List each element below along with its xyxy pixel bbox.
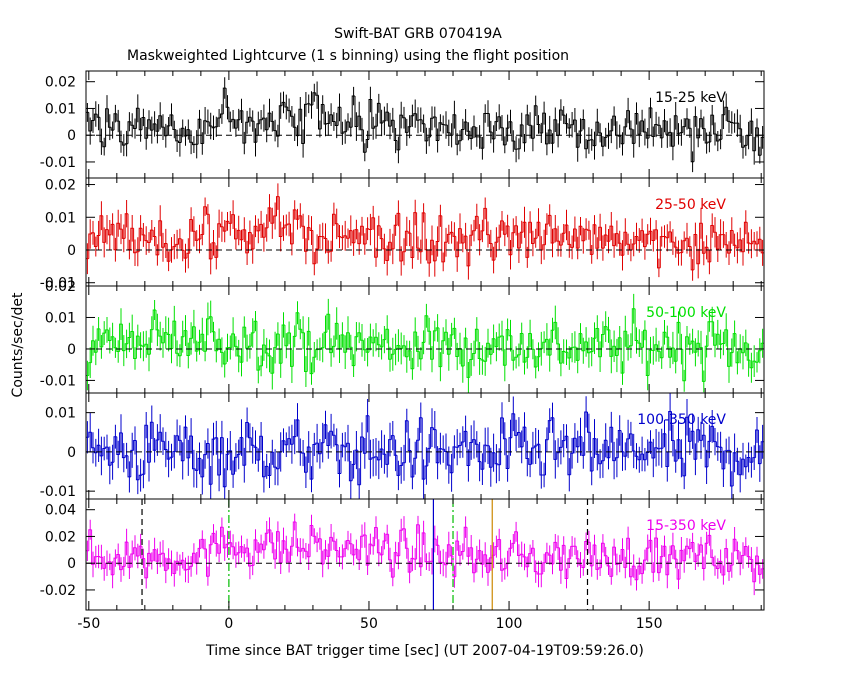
x-tick-label: 100	[496, 616, 523, 632]
x-tick-label: 150	[636, 616, 663, 632]
x-tick-label: 50	[360, 616, 378, 632]
y-tick-label: -0.01	[40, 484, 76, 500]
panel-4: -0.01 0 0.01 100-350 keV	[40, 392, 765, 500]
series-5-label: 15-350 keV	[646, 518, 726, 534]
y-tick-label: 0.02	[45, 178, 76, 194]
panel-2: -0.01 0 0.01 0.02 25-50 keV	[40, 177, 765, 292]
y-tick-label: 0	[67, 556, 76, 572]
series-1-line	[86, 77, 764, 173]
panel-frame	[85, 392, 765, 500]
y-tick-label: 0.01	[45, 101, 76, 117]
series-2-line	[86, 183, 764, 281]
y-tick-label: 0.01	[45, 210, 76, 226]
y-tick-label: -0.01	[40, 373, 76, 389]
y-tick-label: 0.02	[45, 75, 76, 91]
y-tick-label: 0.01	[45, 310, 76, 326]
panel-1: -0.01 0 0.01 0.02 15-25 keV	[40, 70, 765, 179]
y-axis-label: Counts/sec/det	[10, 292, 26, 397]
y-tick-label: -0.01	[40, 276, 76, 292]
x-axis-label: Time since BAT trigger time [sec] (UT 20…	[205, 643, 644, 659]
x-tick-label: -50	[77, 616, 100, 632]
y-tick-label: 0	[67, 128, 76, 144]
series-4-label: 100-350 keV	[637, 412, 726, 428]
panel-5: -0.02 0 0.02 0.04 15-350 keV	[40, 498, 765, 611]
y-tick-label: 0	[67, 445, 76, 461]
y-tick-label: 0	[67, 243, 76, 259]
y-tick-label: -0.02	[40, 583, 76, 599]
series-3-label: 50-100 keV	[646, 305, 726, 321]
series-2-label: 25-50 keV	[655, 197, 726, 213]
chart-subtitle: Maskweighted Lightcurve (1 s binning) us…	[127, 48, 569, 64]
x-tick-label: 0	[224, 616, 233, 632]
chart-title: Swift-BAT GRB 070419A	[334, 26, 502, 42]
y-tick-label: 0.02	[45, 279, 76, 295]
panel-3: -0.01 0 0.01 0.02 50-100 keV	[40, 279, 765, 394]
series-1-label: 15-25 keV	[655, 90, 726, 106]
y-tick-label: -0.01	[40, 155, 76, 171]
panels: -0.01 0 0.01 0.02 15-25 keV -0.01 0 0.01 0.02 25-…	[40, 70, 765, 632]
series-4-line	[86, 393, 764, 499]
series-3-line	[86, 293, 764, 393]
y-tick-label: 0.04	[45, 503, 76, 519]
y-tick-label: 0	[67, 342, 76, 358]
y-tick-label: 0.02	[45, 529, 76, 545]
y-tick-label: 0.01	[45, 406, 76, 422]
series-5-line	[86, 513, 764, 596]
